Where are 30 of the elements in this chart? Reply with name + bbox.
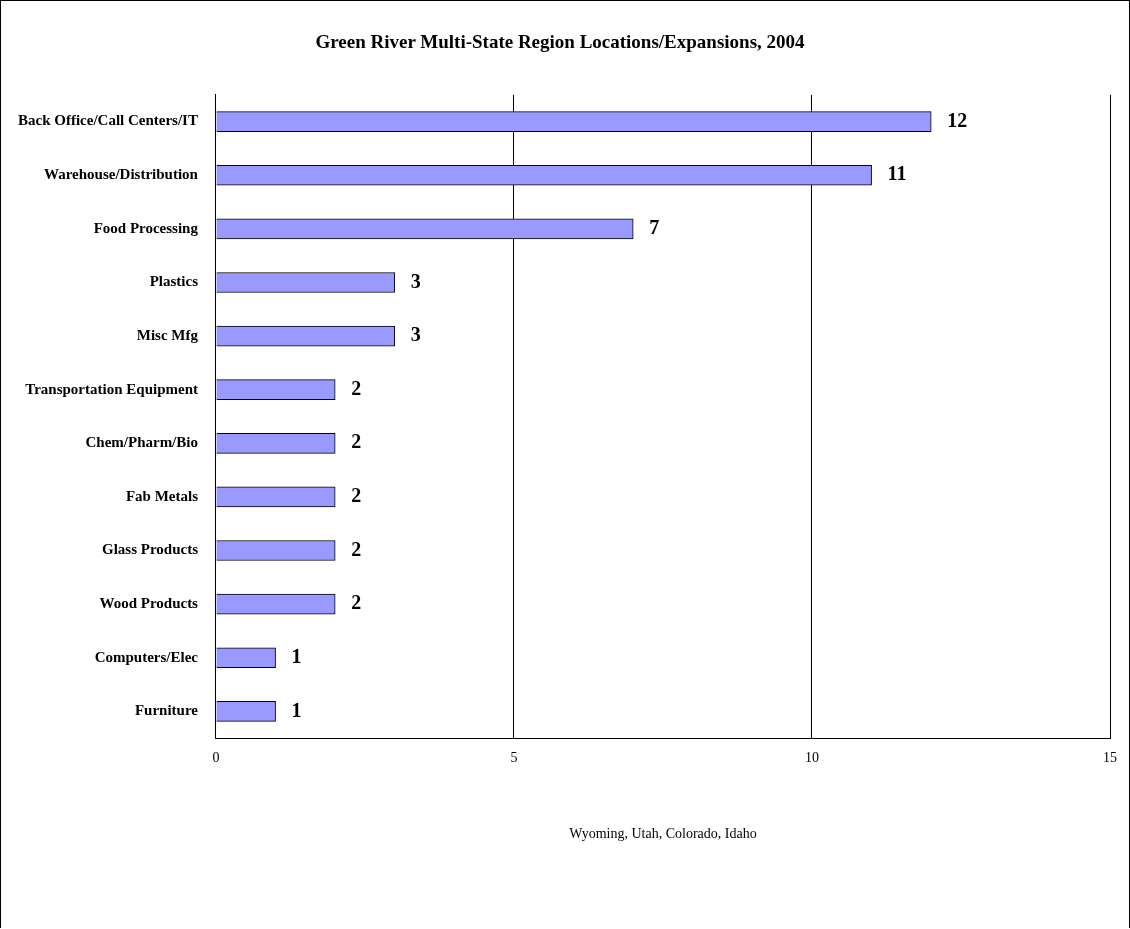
x-tick-label: 5 (510, 750, 518, 766)
data-label: 3 (410, 323, 421, 346)
data-label: 3 (410, 269, 421, 292)
y-tick-label: Computers/Elec (94, 648, 199, 665)
data-label: 1 (291, 644, 302, 667)
x-axis-title: Wyoming, Utah, Colorado, Idaho (569, 826, 757, 842)
y-tick-label: Plastics (149, 273, 199, 290)
data-label: 2 (351, 484, 362, 507)
data-label: 2 (351, 376, 362, 399)
y-tick-label: Furniture (134, 702, 199, 719)
data-label: 12 (947, 108, 968, 131)
y-tick-label: Misc Mfg (136, 326, 199, 343)
y-tick-label: Fab Metals (125, 487, 199, 504)
y-tick-label: Transportation Equipment (25, 380, 198, 397)
y-tick-label: Wood Products (99, 595, 199, 612)
y-tick-label: Chem/Pharm/Bio (85, 434, 198, 451)
data-label: 7 (649, 216, 660, 239)
data-label: 1 (291, 698, 302, 721)
data-label: 2 (351, 537, 362, 560)
y-tick-label: Warehouse/Distribution (44, 166, 199, 183)
x-tick-label: 15 (1103, 750, 1117, 766)
data-label: 2 (351, 591, 362, 614)
y-tick-label: Food Processing (93, 219, 199, 236)
chart-title: Green River Multi-State Region Locations/Expansions, 2004 (315, 31, 806, 53)
y-tick-label: Glass Products (101, 541, 199, 558)
y-tick-label: Back Office/Call Centers/IT (17, 112, 198, 129)
x-tick-label: 0 (212, 750, 220, 766)
data-label: 2 (351, 430, 362, 453)
data-label: 11 (887, 162, 907, 185)
x-tick-label: 10 (804, 750, 819, 766)
